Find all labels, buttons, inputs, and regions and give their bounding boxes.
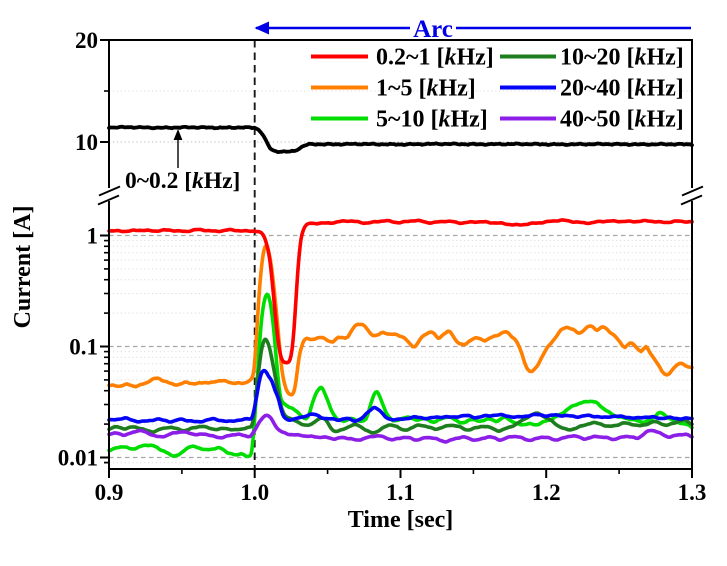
svg-text:10~20 [kHz]: 10~20 [kHz] xyxy=(560,45,684,71)
svg-text:1.3: 1.3 xyxy=(678,480,707,505)
svg-text:5~10 [kHz]: 5~10 [kHz] xyxy=(376,107,488,133)
svg-text:40~50 [kHz]: 40~50 [kHz] xyxy=(560,107,684,133)
svg-text:1.2: 1.2 xyxy=(532,480,561,505)
svg-text:20~40 [kHz]: 20~40 [kHz] xyxy=(560,76,684,102)
svg-text:1.0: 1.0 xyxy=(240,480,269,505)
svg-text:0.2~1 [kHz]: 0.2~1 [kHz] xyxy=(376,45,494,71)
svg-text:Time [sec]: Time [sec] xyxy=(348,507,454,533)
svg-text:0.01: 0.01 xyxy=(58,446,98,471)
svg-text:20: 20 xyxy=(75,28,98,53)
svg-text:Current [A]: Current [A] xyxy=(10,206,36,329)
svg-text:0.1: 0.1 xyxy=(69,335,98,360)
svg-text:0~0.2 [kHz]: 0~0.2 [kHz] xyxy=(125,168,240,194)
svg-text:Arc: Arc xyxy=(413,16,453,43)
svg-text:1~5 [kHz]: 1~5 [kHz] xyxy=(376,76,476,102)
svg-text:1: 1 xyxy=(87,224,99,249)
svg-text:1.1: 1.1 xyxy=(386,480,415,505)
svg-text:10: 10 xyxy=(75,130,98,155)
svg-text:0.9: 0.9 xyxy=(95,480,124,505)
